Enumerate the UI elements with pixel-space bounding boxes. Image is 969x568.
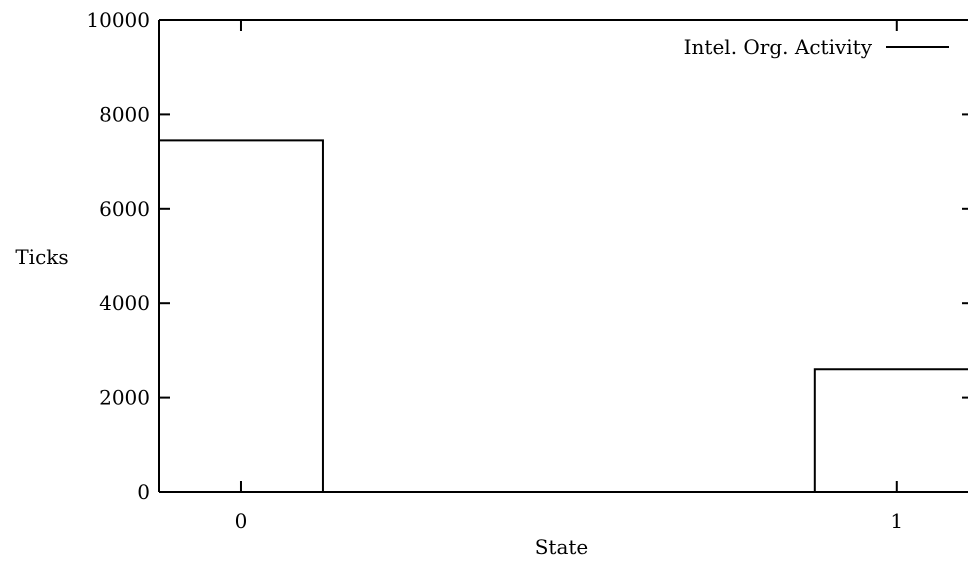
x-axis-title: State: [535, 535, 589, 559]
bars-layer: [158, 139, 968, 492]
bar-0: [158, 139, 324, 492]
bar-1: [813, 368, 968, 492]
x-tick-label-0: 0: [235, 509, 248, 533]
legend-label: Intel. Org. Activity: [684, 35, 873, 59]
y-tick-label-4000: 4000: [99, 291, 150, 315]
y-axis-title: Ticks: [15, 245, 68, 269]
x-tick-label-1: 1: [890, 509, 903, 533]
y-tick-label-8000: 8000: [99, 102, 150, 126]
y-tick-label-0: 0: [137, 480, 150, 504]
y-tick-label-6000: 6000: [99, 197, 150, 221]
y-tick-label-2000: 2000: [99, 386, 150, 410]
axes-layer: [158, 19, 968, 493]
legend: Intel. Org. Activity: [684, 35, 949, 59]
y-tick-label-10000: 10000: [86, 8, 150, 32]
labels-layer: 0 2000 4000 6000 8000 10000 0 1: [86, 8, 903, 533]
